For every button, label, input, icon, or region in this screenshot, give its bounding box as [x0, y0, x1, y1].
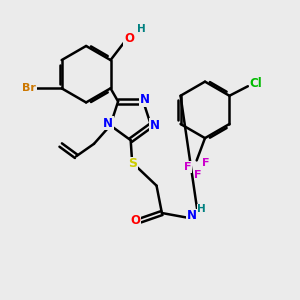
Text: H: H	[197, 204, 206, 214]
Text: N: N	[140, 93, 150, 106]
Text: S: S	[128, 158, 137, 170]
Text: Br: Br	[22, 83, 36, 93]
Text: O: O	[124, 32, 134, 45]
Text: F: F	[194, 170, 202, 180]
Text: H: H	[137, 25, 146, 34]
Text: Cl: Cl	[250, 77, 262, 90]
Text: F: F	[202, 158, 210, 168]
Text: N: N	[103, 116, 113, 130]
Text: O: O	[130, 214, 140, 227]
Text: F: F	[184, 162, 191, 172]
Text: N: N	[187, 209, 196, 223]
Text: N: N	[150, 119, 160, 132]
